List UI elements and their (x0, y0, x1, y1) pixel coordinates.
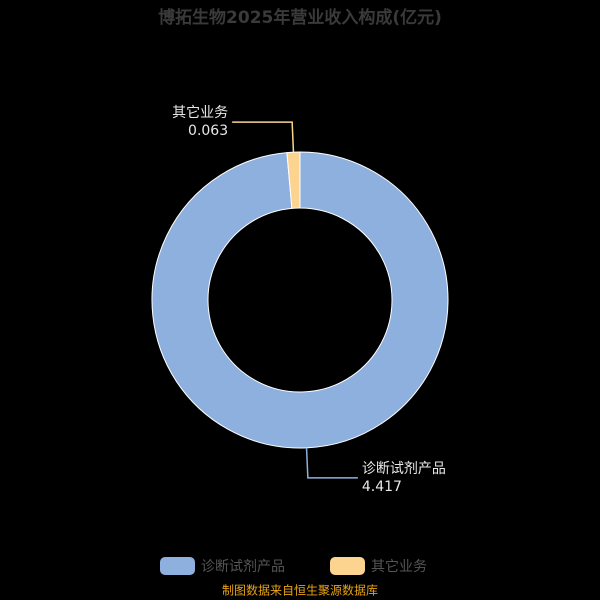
chart-title: 博拓生物2025年营业收入构成(亿元) (158, 7, 442, 28)
legend-label: 其它业务 (371, 558, 427, 575)
data-label-name: 诊断试剂产品 (362, 461, 446, 477)
source-note: 制图数据来自恒生聚源数据库 (222, 583, 378, 598)
data-label-name: 其它业务 (172, 104, 228, 121)
donut-slice (286, 151, 301, 209)
donut-slice (151, 151, 449, 449)
leader-line (305, 447, 358, 479)
data-label-value: 0.063 (188, 123, 228, 139)
legend-swatch (160, 557, 195, 575)
data-label-value: 4.417 (362, 479, 402, 495)
legend-label: 诊断试剂产品 (201, 559, 285, 575)
legend-swatch (330, 557, 365, 575)
leader-line (232, 121, 295, 153)
